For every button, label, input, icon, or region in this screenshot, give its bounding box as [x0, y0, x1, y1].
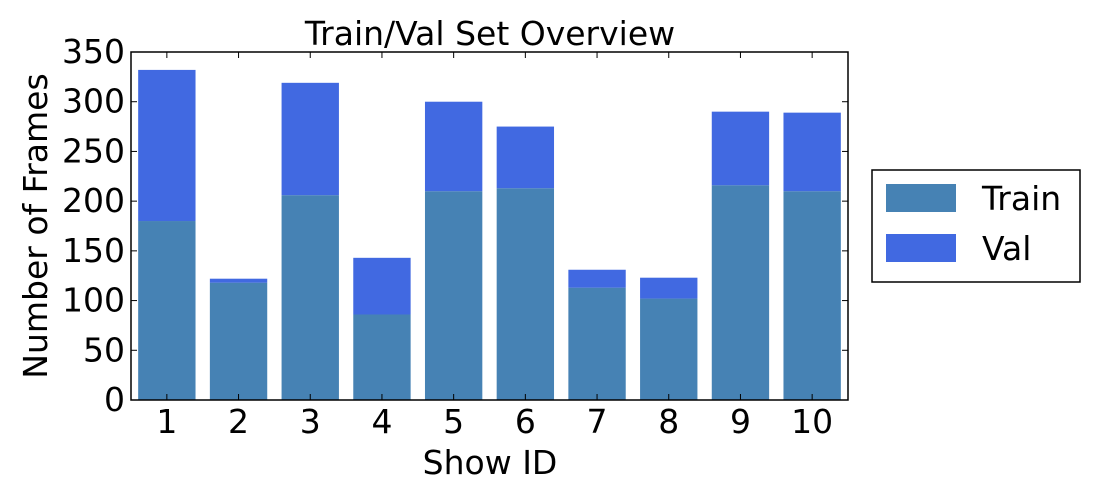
x-tick-label: 10	[791, 402, 833, 441]
legend-swatch-val	[886, 234, 956, 262]
y-axis-ticks: 0 50 100 150 200 250 300 350	[62, 32, 848, 419]
x-axis-label: Show ID	[423, 443, 558, 482]
bar-val-show-8	[640, 277, 698, 299]
bar-val-show-1	[138, 69, 196, 222]
y-tick-label: 350	[62, 32, 125, 71]
legend-label-train: Train	[981, 179, 1061, 218]
bar-train-show-3	[281, 195, 339, 400]
y-axis-label: Number of Frames	[16, 73, 55, 378]
bar-train-show-1	[138, 221, 196, 400]
y-tick-label: 150	[62, 231, 125, 270]
bar-val-show-5	[424, 101, 483, 192]
x-tick-label: 8	[658, 402, 679, 441]
bar-train-show-6	[496, 188, 555, 400]
bar-train-show-10	[783, 191, 841, 400]
bar-train-show-8	[640, 298, 698, 400]
bar-val-show-2	[209, 278, 268, 283]
bar-val-show-4	[353, 257, 411, 315]
bar-val-show-7	[568, 269, 626, 288]
x-tick-label: 2	[228, 402, 249, 441]
x-tick-label: 5	[443, 402, 464, 441]
y-tick-label: 50	[83, 330, 125, 369]
y-tick-label: 200	[62, 181, 125, 220]
bars-layer	[138, 69, 841, 400]
x-tick-label: 9	[730, 402, 751, 441]
legend: Train Val	[871, 169, 1081, 283]
bar-val-show-6	[496, 126, 555, 189]
legend-label-val: Val	[982, 229, 1031, 268]
x-tick-label: 3	[300, 402, 321, 441]
y-tick-label: 250	[62, 131, 125, 170]
chart-title: Train/Val Set Overview	[304, 14, 675, 53]
x-tick-label: 6	[515, 402, 536, 441]
bar-train-show-9	[711, 185, 770, 400]
y-tick-label: 300	[62, 82, 125, 121]
bar-val-show-9	[711, 111, 770, 186]
plot-frame	[130, 51, 849, 401]
x-tick-label: 7	[587, 402, 608, 441]
bar-val-show-10	[783, 112, 841, 192]
x-axis-ticks: 1 2 3 4 5 6 7 8 9 10	[156, 52, 833, 441]
bar-train-show-2	[209, 282, 268, 400]
bar-train-show-7	[568, 287, 626, 400]
y-tick-label: 100	[62, 281, 125, 320]
x-tick-label: 4	[371, 402, 392, 441]
bar-train-show-4	[353, 314, 411, 400]
x-tick-label: 1	[156, 402, 177, 441]
bar-val-show-3	[281, 82, 339, 196]
legend-swatch-train	[886, 184, 956, 212]
bar-train-show-5	[424, 191, 483, 400]
y-tick-label: 0	[104, 380, 125, 419]
